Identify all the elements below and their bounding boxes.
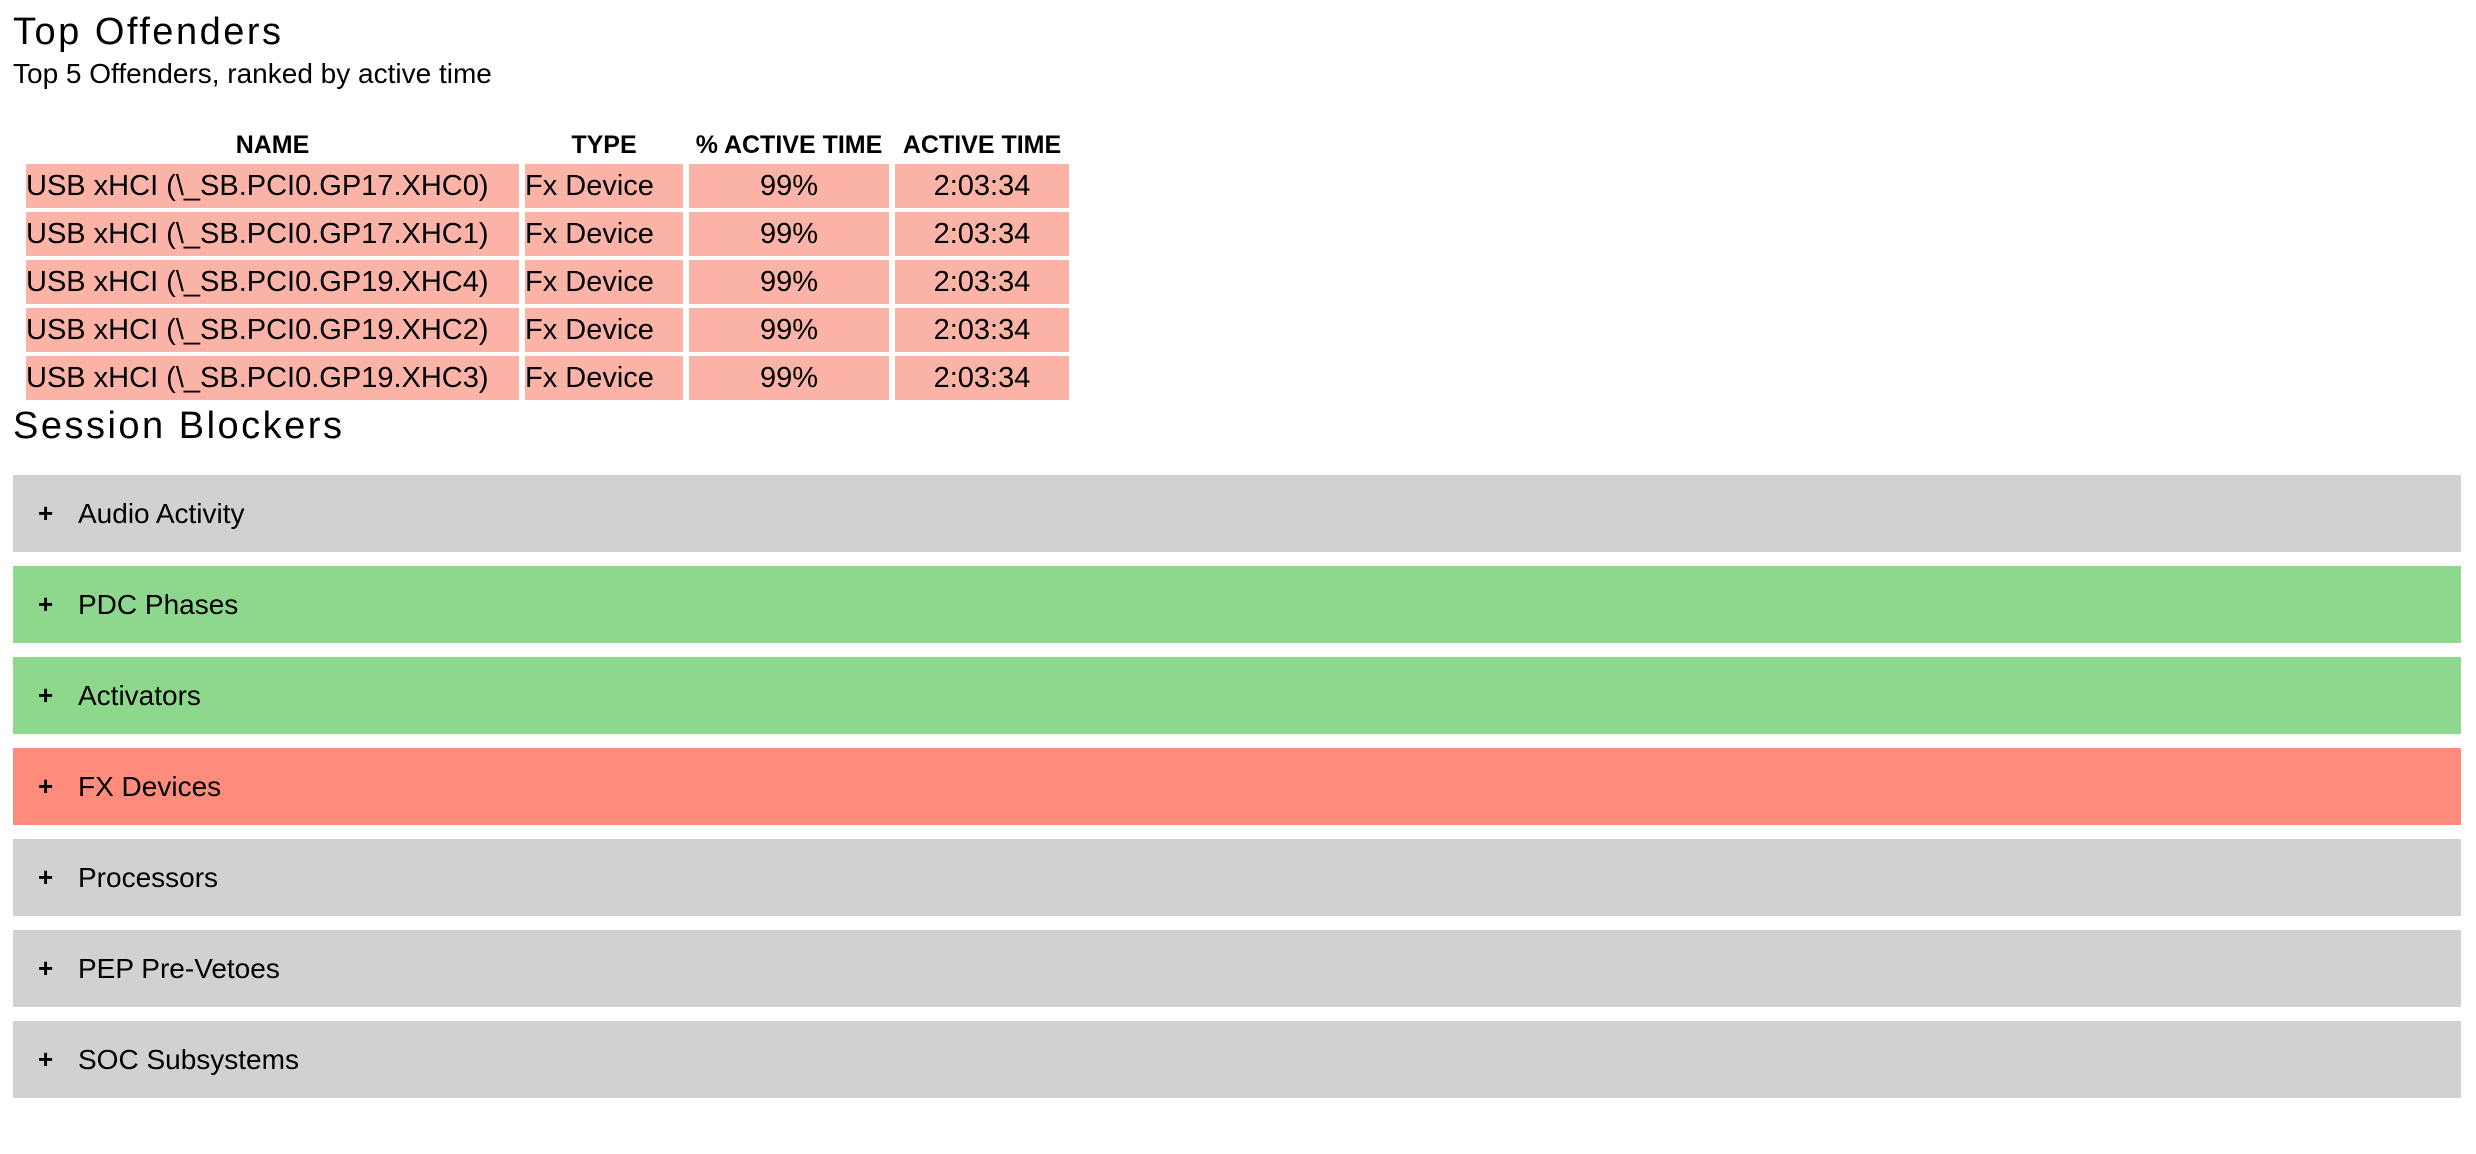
accordion-label: Audio Activity bbox=[78, 497, 245, 529]
accordion-fx-devices[interactable]: + FX Devices bbox=[13, 748, 2461, 825]
expand-plus-icon: + bbox=[38, 1044, 54, 1074]
accordion-pdc-phases[interactable]: + PDC Phases bbox=[13, 566, 2461, 643]
offender-pct-active-time: 99% bbox=[759, 313, 819, 346]
accordion-activators[interactable]: + Activators bbox=[13, 657, 2461, 734]
table-row: USB xHCI (\_SB.PCI0.GP17.XHC0) Fx Device… bbox=[26, 164, 1069, 208]
top-offenders-table: NAME TYPE % ACTIVE TIME ACTIVE TIME USB … bbox=[20, 127, 1075, 404]
offender-name: USB xHCI (\_SB.PCI0.GP19.XHC3) bbox=[26, 361, 489, 394]
expand-plus-icon: + bbox=[38, 498, 54, 528]
offender-active-time: 2:03:34 bbox=[933, 265, 1031, 298]
table-header-row: NAME TYPE % ACTIVE TIME ACTIVE TIME bbox=[26, 131, 1069, 160]
column-header-name: NAME bbox=[235, 131, 310, 159]
accordion-pep-pre-vetoes[interactable]: + PEP Pre-Vetoes bbox=[13, 930, 2461, 1007]
table-row: USB xHCI (\_SB.PCI0.GP19.XHC4) Fx Device… bbox=[26, 260, 1069, 304]
offender-pct-active-time: 99% bbox=[759, 361, 819, 394]
expand-plus-icon: + bbox=[38, 771, 54, 801]
accordion-label: PDC Phases bbox=[78, 588, 239, 620]
expand-plus-icon: + bbox=[38, 589, 54, 619]
expand-plus-icon: + bbox=[38, 862, 54, 892]
column-header-pct-active-time: % ACTIVE TIME bbox=[695, 131, 883, 159]
accordion-soc-subsystems[interactable]: + SOC Subsystems bbox=[13, 1021, 2461, 1098]
offender-name: USB xHCI (\_SB.PCI0.GP17.XHC0) bbox=[26, 169, 489, 202]
offender-pct-active-time: 99% bbox=[759, 217, 819, 250]
offender-active-time: 2:03:34 bbox=[933, 169, 1031, 202]
report-page: Top Offenders Top 5 Offenders, ranked by… bbox=[13, 11, 2476, 1098]
offender-name: USB xHCI (\_SB.PCI0.GP19.XHC2) bbox=[26, 313, 489, 346]
table-row: USB xHCI (\_SB.PCI0.GP17.XHC1) Fx Device… bbox=[26, 212, 1069, 256]
top-offenders-title: Top Offenders bbox=[13, 11, 284, 53]
offender-type: Fx Device bbox=[525, 313, 654, 346]
accordion-processors[interactable]: + Processors bbox=[13, 839, 2461, 916]
accordion-audio-activity[interactable]: + Audio Activity bbox=[13, 475, 2461, 552]
accordion-label: PEP Pre-Vetoes bbox=[78, 952, 280, 984]
offender-type: Fx Device bbox=[525, 169, 654, 202]
session-blockers-title: Session Blockers bbox=[13, 405, 345, 447]
top-offenders-subtitle: Top 5 Offenders, ranked by active time bbox=[13, 58, 492, 89]
table-row: USB xHCI (\_SB.PCI0.GP19.XHC3) Fx Device… bbox=[26, 356, 1069, 400]
accordion-label: Activators bbox=[78, 679, 201, 711]
accordion-label: Processors bbox=[78, 861, 219, 893]
offender-active-time: 2:03:34 bbox=[933, 217, 1031, 250]
offender-pct-active-time: 99% bbox=[759, 169, 819, 202]
accordion-label: FX Devices bbox=[78, 770, 222, 802]
column-header-active-time: ACTIVE TIME bbox=[902, 131, 1062, 159]
column-header-type: TYPE bbox=[571, 131, 637, 159]
offender-pct-active-time: 99% bbox=[759, 265, 819, 298]
offender-name: USB xHCI (\_SB.PCI0.GP19.XHC4) bbox=[26, 265, 489, 298]
offender-type: Fx Device bbox=[525, 217, 654, 250]
table-row: USB xHCI (\_SB.PCI0.GP19.XHC2) Fx Device… bbox=[26, 308, 1069, 352]
expand-plus-icon: + bbox=[38, 953, 54, 983]
offender-type: Fx Device bbox=[525, 265, 654, 298]
accordion-label: SOC Subsystems bbox=[78, 1043, 299, 1075]
offender-type: Fx Device bbox=[525, 361, 654, 394]
offender-name: USB xHCI (\_SB.PCI0.GP17.XHC1) bbox=[26, 217, 489, 250]
offender-active-time: 2:03:34 bbox=[933, 361, 1031, 394]
expand-plus-icon: + bbox=[38, 680, 54, 710]
session-blockers-list: + Audio Activity + PDC Phases + Activato… bbox=[13, 475, 2476, 1098]
offender-active-time: 2:03:34 bbox=[933, 313, 1031, 346]
